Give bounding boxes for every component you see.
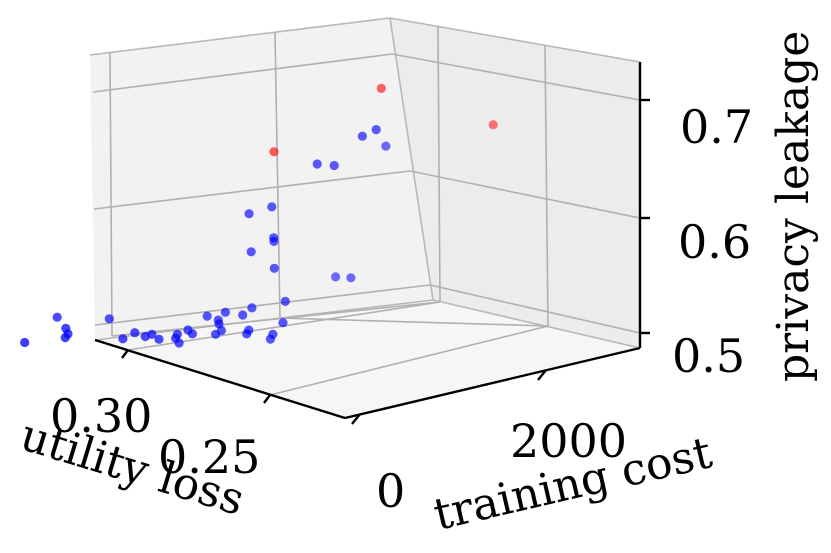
data-point-blue-12	[174, 338, 184, 348]
data-point-blue-35	[244, 209, 254, 219]
data-point-blue-27	[238, 310, 248, 320]
pane-corner-edge	[389, 17, 434, 301]
grid-x-1-back	[109, 51, 113, 337]
data-point-blue-5	[130, 328, 140, 338]
grid-y-2-back	[544, 44, 549, 327]
y-tick-label-0: 0	[376, 464, 405, 518]
grid-z-right-top	[391, 53, 641, 101]
data-point-blue-29	[278, 318, 288, 328]
data-point-blue-24	[104, 314, 114, 324]
data-point-blue-20	[244, 325, 254, 335]
data-point-red-3	[488, 120, 498, 130]
axis-lines	[94, 62, 650, 425]
x-axis-line	[94, 338, 346, 420]
data-point-blue-26	[220, 307, 230, 317]
grid-z-right-low	[429, 284, 641, 334]
data-point-blue-31	[269, 263, 279, 273]
x-tick-2	[263, 394, 271, 404]
grid-x-1-floor	[111, 301, 441, 337]
z-tick-label-0.7: 0.7	[680, 100, 753, 154]
data-point-blue-9	[154, 334, 164, 344]
data-point-blue-14	[187, 329, 197, 339]
data-point-blue-43	[381, 141, 391, 151]
grid-z-left-top	[92, 53, 393, 93]
y-tick-label-2000: 2000	[510, 414, 627, 468]
grid-z-left-mid	[93, 170, 411, 210]
data-point-blue-6	[118, 334, 128, 344]
x-tick-1	[121, 349, 129, 359]
data-points	[20, 83, 498, 348]
data-point-blue-32	[246, 247, 256, 257]
data-point-blue-37	[312, 159, 322, 169]
grid-y-2-floor	[269, 325, 549, 396]
floor-pane	[95, 300, 640, 418]
data-point-blue-8	[147, 329, 157, 339]
data-point-blue-42	[346, 273, 356, 283]
data-point-blue-28	[247, 303, 257, 313]
data-point-blue-38	[329, 160, 339, 171]
x-tick-label-0.25: 0.25	[158, 430, 260, 484]
data-point-red-2	[376, 83, 386, 93]
data-point-blue-1	[20, 337, 30, 348]
data-point-blue-41	[331, 272, 341, 282]
back-right-pane	[390, 18, 640, 348]
data-point-blue-22	[268, 329, 278, 339]
y-tick-1	[351, 413, 361, 425]
data-point-blue-23	[52, 312, 62, 322]
data-point-blue-18	[213, 315, 223, 325]
grid-y-1-back	[437, 25, 441, 303]
data-point-blue-34	[269, 233, 279, 243]
z-tick-label-0.6: 0.6	[678, 215, 751, 269]
y-axis-line	[344, 346, 641, 420]
grid-x-2-back	[274, 31, 281, 319]
grid-z-left-low	[94, 284, 431, 326]
z-tick-label-0.5: 0.5	[672, 329, 745, 383]
data-point-red-1	[269, 147, 279, 157]
x-tick-label-0.30: 0.30	[50, 389, 152, 443]
data-point-blue-36	[267, 202, 277, 212]
grid-z-right-mid	[409, 170, 641, 219]
data-point-blue-30	[280, 296, 290, 306]
data-point-blue-4	[61, 323, 71, 333]
axes-panes	[89, 17, 641, 418]
data-point-blue-39	[357, 131, 367, 141]
tick-labels: 0.30 0.25 0 2000 0.7 0.6 0.5	[50, 100, 753, 518]
z-axis-label: privacy leakage	[768, 31, 819, 382]
y-tick-2	[537, 369, 547, 381]
back-left-pane	[90, 18, 433, 340]
data-point-blue-25	[202, 311, 212, 321]
data-point-blue-40	[371, 125, 381, 135]
